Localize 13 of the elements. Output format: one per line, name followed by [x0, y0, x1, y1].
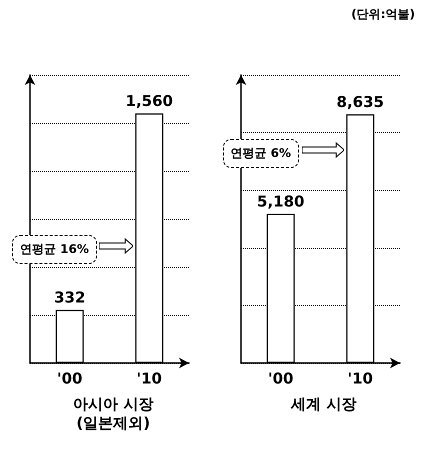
x-axis-title: 아시아 시장 (일본제외) — [72, 395, 154, 433]
x-tick-label: '10 — [347, 370, 372, 388]
x-tick-label: '00 — [57, 370, 82, 388]
data-label: 8,635 — [336, 92, 384, 111]
x-tick-label: '10 — [136, 370, 162, 388]
annotation: 연평균 6% — [222, 138, 300, 168]
x-axis-title: 세계 시장 — [290, 395, 358, 414]
annotation: 연평균 16% — [12, 234, 97, 264]
text: (단위:억불) — [351, 6, 415, 23]
data-label: 332 — [54, 288, 86, 306]
x-tick-label: '00 — [268, 370, 293, 388]
data-label: 5,180 — [256, 192, 304, 210]
data-label: 1,560 — [126, 92, 173, 110]
